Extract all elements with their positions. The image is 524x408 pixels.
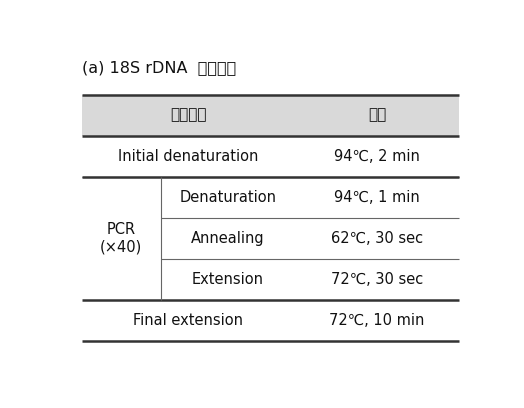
Text: 94℃, 2 min: 94℃, 2 min xyxy=(334,149,420,164)
Text: 62℃, 30 sec: 62℃, 30 sec xyxy=(331,231,423,246)
Text: 72℃, 10 min: 72℃, 10 min xyxy=(330,313,425,328)
Text: Initial denaturation: Initial denaturation xyxy=(118,149,258,164)
Text: PCR
(×40): PCR (×40) xyxy=(100,222,143,255)
Text: 반응단계: 반응단계 xyxy=(170,108,206,122)
Text: 94℃, 1 min: 94℃, 1 min xyxy=(334,190,420,205)
Text: Annealing: Annealing xyxy=(191,231,265,246)
Text: 72℃, 30 sec: 72℃, 30 sec xyxy=(331,272,423,287)
Text: 조건: 조건 xyxy=(368,108,386,122)
Text: Denaturation: Denaturation xyxy=(179,190,277,205)
Text: Extension: Extension xyxy=(192,272,264,287)
Text: (a) 18S rDNA  반응조건: (a) 18S rDNA 반응조건 xyxy=(82,60,236,75)
Text: Final extension: Final extension xyxy=(133,313,243,328)
